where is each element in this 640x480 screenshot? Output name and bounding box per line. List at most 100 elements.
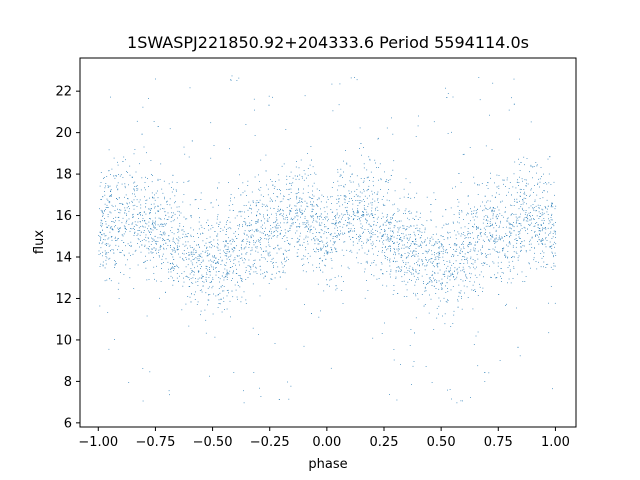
data-point xyxy=(158,255,160,257)
data-point xyxy=(386,285,388,287)
data-point xyxy=(217,214,219,216)
data-point xyxy=(295,193,297,195)
data-point xyxy=(217,307,219,308)
data-point xyxy=(495,215,497,217)
data-point xyxy=(178,248,179,250)
data-point xyxy=(542,243,543,245)
data-point xyxy=(479,99,481,101)
data-point xyxy=(259,237,261,238)
data-point xyxy=(112,206,114,207)
data-point xyxy=(157,237,159,239)
data-point xyxy=(346,211,348,213)
data-point xyxy=(238,275,240,276)
data-point xyxy=(241,296,243,298)
data-point xyxy=(538,178,539,180)
data-point xyxy=(413,292,414,294)
data-point xyxy=(298,241,300,243)
data-point xyxy=(264,218,266,220)
data-point xyxy=(195,257,197,259)
data-point xyxy=(391,236,392,237)
data-point xyxy=(289,213,290,215)
data-point xyxy=(111,228,113,230)
data-point xyxy=(256,204,257,206)
data-point xyxy=(445,249,447,251)
data-point xyxy=(107,227,108,228)
data-point xyxy=(135,224,137,226)
data-point xyxy=(550,206,552,208)
data-point xyxy=(130,241,132,243)
data-point xyxy=(459,292,461,294)
data-point xyxy=(198,221,200,223)
data-point xyxy=(200,199,202,200)
data-point xyxy=(534,185,535,186)
data-point xyxy=(209,242,211,244)
data-point xyxy=(277,245,279,247)
data-point xyxy=(446,282,448,284)
data-point xyxy=(314,240,316,242)
data-point xyxy=(239,210,241,212)
data-point xyxy=(245,224,246,226)
data-point xyxy=(367,213,369,215)
data-point xyxy=(144,182,146,183)
data-point xyxy=(429,242,430,244)
data-point xyxy=(540,239,542,241)
data-point xyxy=(176,264,178,266)
data-point xyxy=(277,231,279,233)
data-point xyxy=(550,184,552,185)
data-point xyxy=(283,218,284,220)
data-point xyxy=(484,205,486,207)
data-point xyxy=(285,217,287,218)
data-point xyxy=(275,227,277,229)
data-point xyxy=(533,219,535,220)
data-point xyxy=(323,196,324,197)
data-point xyxy=(359,196,361,198)
data-point xyxy=(138,201,140,203)
data-point xyxy=(385,181,386,183)
data-point xyxy=(159,237,161,239)
data-point xyxy=(442,246,444,247)
data-point xyxy=(349,193,351,194)
data-point xyxy=(426,196,428,198)
data-point xyxy=(179,275,180,277)
data-point xyxy=(539,234,540,235)
data-point xyxy=(417,125,419,127)
data-point xyxy=(498,215,499,217)
data-point xyxy=(237,285,239,286)
data-point xyxy=(390,239,392,241)
data-point xyxy=(268,283,270,284)
data-point xyxy=(134,149,136,150)
data-point xyxy=(264,235,266,236)
data-point xyxy=(392,294,394,295)
data-point xyxy=(379,226,380,228)
data-point xyxy=(433,192,435,194)
data-point xyxy=(324,231,326,233)
data-point xyxy=(426,274,428,275)
data-point xyxy=(485,215,487,216)
data-point xyxy=(325,243,327,244)
data-point xyxy=(550,266,552,268)
data-point xyxy=(476,227,478,229)
data-point xyxy=(226,221,227,223)
data-point xyxy=(509,243,511,245)
data-point xyxy=(551,203,553,205)
data-point xyxy=(418,234,419,235)
data-point xyxy=(506,220,508,222)
data-point xyxy=(232,251,234,253)
data-point xyxy=(345,196,346,198)
data-point xyxy=(221,298,222,300)
data-point xyxy=(450,236,451,238)
data-point xyxy=(424,286,426,288)
data-point xyxy=(519,216,521,218)
data-point xyxy=(358,239,360,240)
data-point xyxy=(426,220,428,222)
data-point xyxy=(110,280,112,282)
data-point xyxy=(352,208,353,210)
data-point xyxy=(367,262,368,264)
data-point xyxy=(130,228,131,229)
data-point xyxy=(200,192,202,194)
data-point xyxy=(547,214,549,215)
data-point xyxy=(344,241,346,243)
data-point xyxy=(214,245,215,247)
data-point xyxy=(368,239,369,241)
data-point xyxy=(344,195,345,197)
